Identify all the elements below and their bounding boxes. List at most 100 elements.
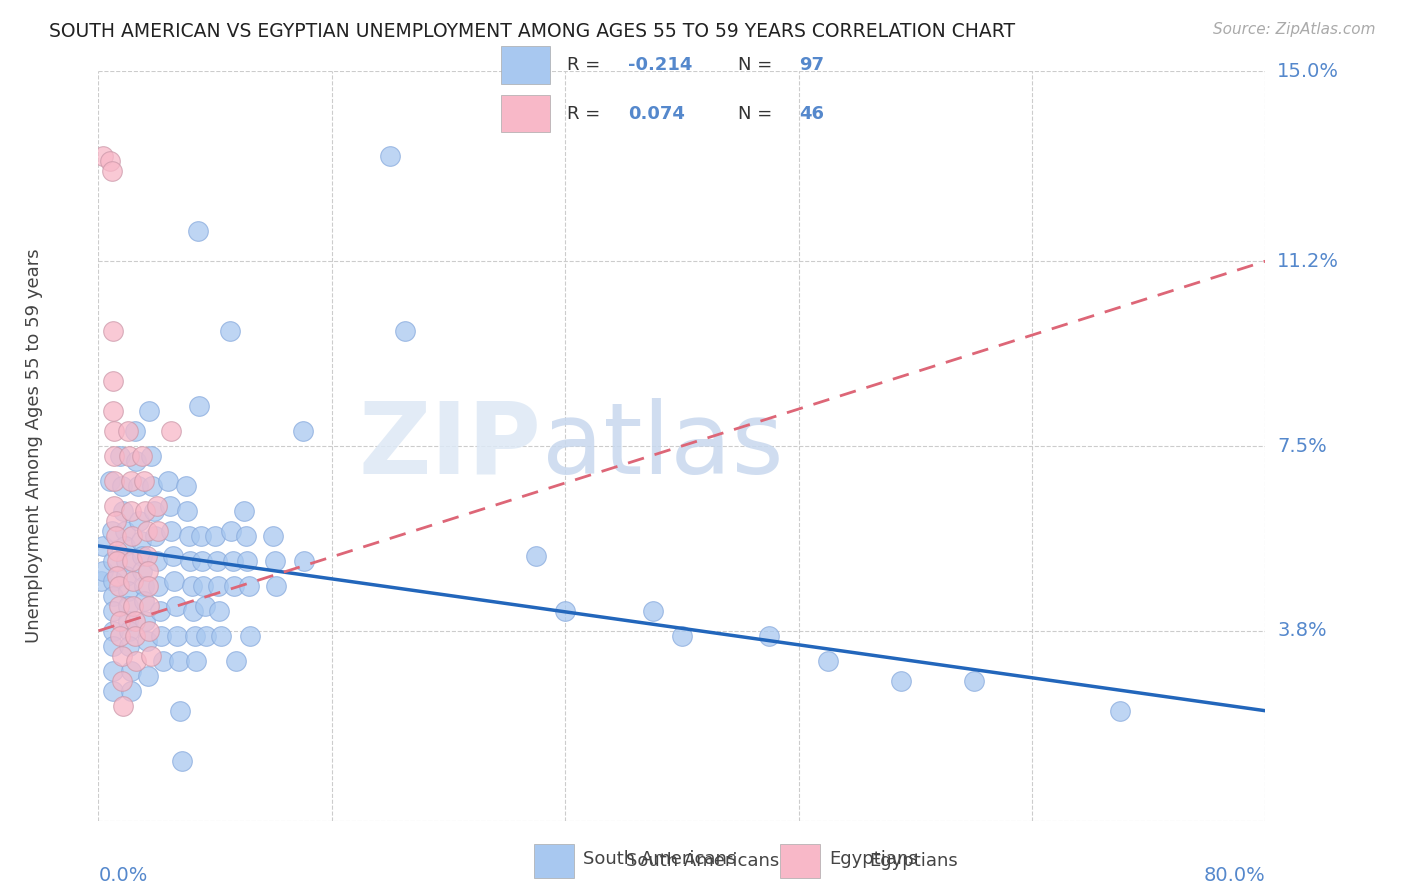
Point (671, 629, 693, 643)
Text: 97: 97 (799, 55, 824, 73)
Point (136, 669, 159, 683)
Point (91, 539, 114, 553)
Point (90, 574, 112, 588)
Point (817, 654, 839, 668)
Point (174, 479, 197, 493)
Text: South Americans: South Americans (583, 849, 737, 868)
Point (103, 424, 125, 438)
Point (118, 639, 141, 653)
Point (105, 554, 128, 568)
Point (101, 554, 124, 568)
Point (132, 579, 155, 593)
Text: ZIP: ZIP (359, 398, 541, 494)
Point (188, 399, 211, 413)
Point (222, 579, 245, 593)
Point (101, 404, 124, 418)
Point (129, 533, 152, 548)
Point (110, 614, 132, 628)
Point (124, 629, 146, 643)
Point (157, 474, 180, 488)
Point (104, 514, 127, 528)
Text: 3.8%: 3.8% (1277, 622, 1327, 640)
Point (131, 564, 153, 578)
Point (148, 579, 170, 593)
Point (103, 499, 125, 513)
Bar (534, 844, 574, 878)
Point (138, 624, 160, 638)
Point (524, 549, 547, 563)
Point (111, 648, 134, 663)
Point (135, 549, 157, 563)
Text: 80.0%: 80.0% (1204, 865, 1265, 885)
Point (262, 529, 284, 543)
Point (138, 599, 160, 613)
Point (124, 424, 146, 438)
Point (111, 479, 134, 493)
Point (641, 604, 664, 618)
Point (132, 594, 155, 608)
Point (291, 424, 314, 438)
Point (101, 374, 124, 388)
Point (101, 324, 124, 338)
Point (117, 424, 139, 438)
Point (120, 664, 142, 678)
Point (98, 474, 121, 488)
Point (238, 579, 260, 593)
Point (136, 564, 159, 578)
Point (103, 474, 125, 488)
Point (193, 579, 215, 593)
Point (118, 624, 141, 638)
Text: 11.2%: 11.2% (1277, 252, 1339, 270)
Point (131, 449, 153, 463)
Text: N =: N = (738, 105, 778, 123)
Point (235, 529, 257, 543)
Text: atlas: atlas (541, 398, 783, 494)
Point (207, 579, 229, 593)
Point (117, 583, 139, 598)
Point (139, 648, 162, 663)
Point (195, 629, 218, 643)
Point (117, 599, 139, 613)
Point (135, 524, 157, 538)
Text: Unemployment Among Ages 55 to 59 years: Unemployment Among Ages 55 to 59 years (25, 249, 44, 643)
Point (117, 614, 139, 628)
Point (111, 673, 134, 688)
Point (1108, 704, 1130, 718)
Point (91, 149, 114, 163)
Point (183, 629, 205, 643)
Point (152, 654, 174, 668)
Point (101, 604, 124, 618)
Point (114, 524, 136, 538)
Point (112, 698, 135, 713)
Point (150, 629, 173, 643)
Point (101, 664, 124, 678)
Point (165, 599, 187, 613)
Point (101, 683, 124, 698)
Point (380, 149, 402, 163)
Point (100, 164, 122, 178)
Point (166, 629, 188, 643)
Point (219, 524, 242, 538)
Point (110, 449, 132, 463)
Point (221, 554, 243, 568)
Point (180, 579, 202, 593)
Point (103, 449, 125, 463)
Text: R =: R = (567, 105, 606, 123)
Text: 15.0%: 15.0% (1277, 62, 1339, 81)
Point (104, 529, 127, 543)
Point (194, 599, 217, 613)
Point (120, 683, 142, 698)
Point (91, 564, 114, 578)
Point (105, 544, 128, 558)
Point (218, 324, 240, 338)
Point (134, 504, 156, 518)
Point (138, 404, 160, 418)
Point (124, 614, 146, 628)
Point (115, 554, 138, 568)
Point (176, 504, 198, 518)
Point (122, 574, 145, 588)
Point (110, 629, 132, 643)
Point (108, 579, 131, 593)
Point (101, 574, 124, 588)
Point (890, 673, 912, 688)
